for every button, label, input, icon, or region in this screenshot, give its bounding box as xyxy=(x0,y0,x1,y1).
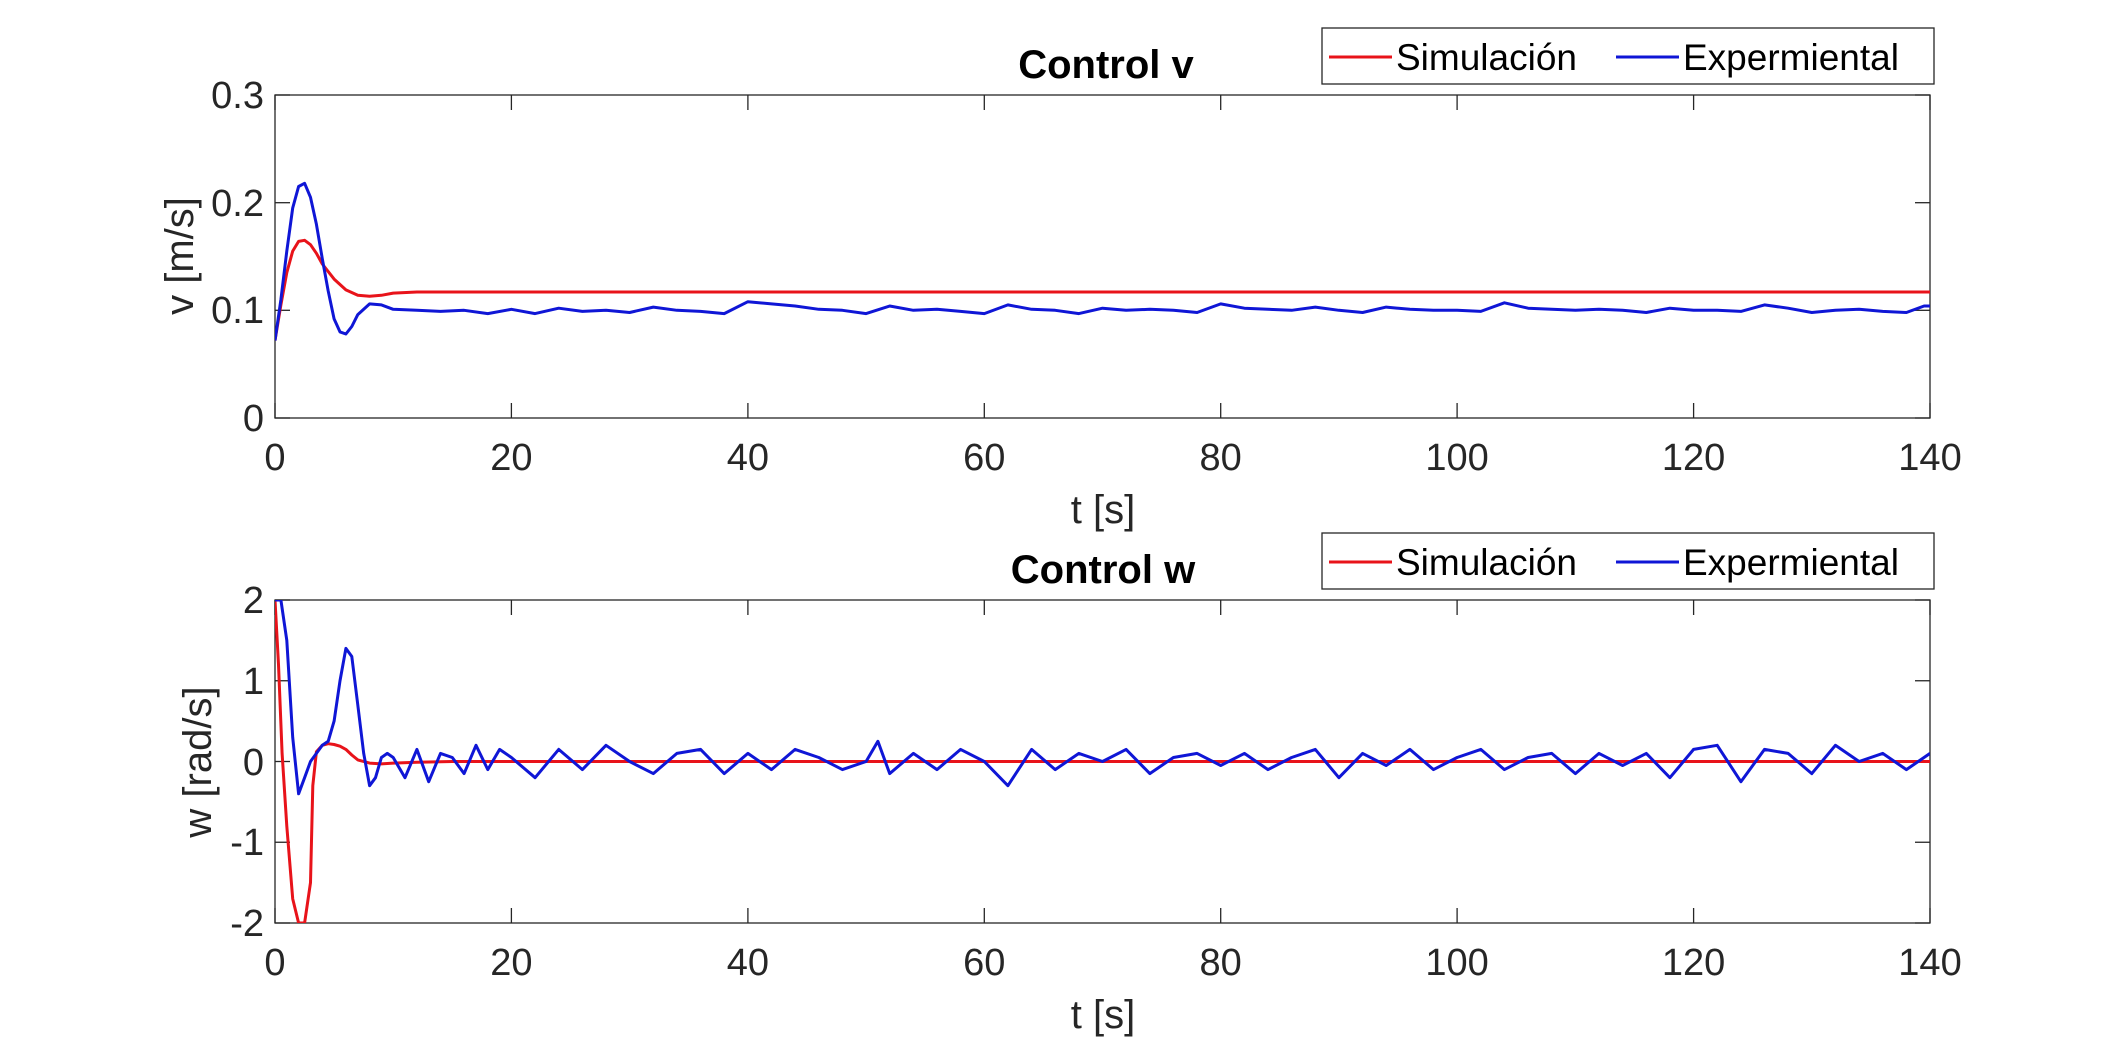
y-tick-label: 0 xyxy=(243,742,264,784)
y-tick-labels-control-v: 0 0.1 0.2 0.3 xyxy=(211,75,264,440)
y-axis-label-control-w: w [rad/s] xyxy=(176,686,220,838)
axes-box-control-v xyxy=(274,94,1931,419)
legend-label-simulacion: Simulación xyxy=(1396,542,1577,583)
x-ticks-control-v xyxy=(274,95,1931,418)
y-tick-label: 0.2 xyxy=(211,183,264,225)
series-line-expermiental xyxy=(275,600,1930,796)
y-axis-label-control-v: v [m/s] xyxy=(158,197,202,315)
title-control-v: Control v xyxy=(1018,43,1194,87)
x-tick-label: 40 xyxy=(727,437,769,479)
subplot-control-v: Control v 0 0.1 0.2 0.3 xyxy=(158,27,1962,532)
y-tick-label: 0 xyxy=(243,398,264,440)
y-tick-labels-control-w: -2 -1 0 1 2 xyxy=(230,580,264,945)
x-tick-label: 0 xyxy=(264,437,285,479)
title-control-w: Control w xyxy=(1011,548,1196,592)
plot-area-control-w xyxy=(275,600,1930,923)
y-tick-label: 0.3 xyxy=(211,75,264,117)
x-tick-label: 60 xyxy=(963,942,1005,984)
legend-label-expermiental: Expermiental xyxy=(1683,37,1899,78)
plot-area-control-v xyxy=(275,181,1930,341)
legend-label-simulacion: Simulación xyxy=(1396,37,1577,78)
x-tick-label: 80 xyxy=(1200,437,1242,479)
x-ticks-control-w xyxy=(274,600,1931,923)
x-tick-labels-control-v: 0 20 40 60 80 100 120 140 xyxy=(264,437,1961,479)
subplot-control-w: Control w -2 -1 0 1 2 xyxy=(176,532,1962,1037)
x-tick-label: 140 xyxy=(1898,942,1961,984)
y-tick-label: -1 xyxy=(230,822,264,864)
x-tick-label: 120 xyxy=(1662,942,1725,984)
y-tick-label: -2 xyxy=(230,903,264,945)
x-tick-label: 120 xyxy=(1662,437,1725,479)
legend-control-v: Simulación Expermiental xyxy=(1321,27,1935,85)
x-tick-label: 20 xyxy=(490,942,532,984)
x-tick-label: 20 xyxy=(490,437,532,479)
series-line-simulacion xyxy=(275,238,1930,341)
x-axis-label-control-w: t [s] xyxy=(1071,993,1135,1037)
y-tick-label: 2 xyxy=(243,580,264,622)
x-tick-label: 60 xyxy=(963,437,1005,479)
x-tick-label: 100 xyxy=(1425,942,1488,984)
legend-label-expermiental: Expermiental xyxy=(1683,542,1899,583)
x-tick-label: 0 xyxy=(264,942,285,984)
x-tick-label: 140 xyxy=(1898,437,1961,479)
x-tick-label: 40 xyxy=(727,942,769,984)
series-line-expermiental xyxy=(275,181,1930,341)
x-tick-label: 100 xyxy=(1425,437,1488,479)
x-axis-label-control-v: t [s] xyxy=(1071,488,1135,532)
y-tick-label: 0.1 xyxy=(211,290,264,332)
legend-box xyxy=(1321,532,1935,590)
x-tick-label: 80 xyxy=(1200,942,1242,984)
y-ticks-control-v xyxy=(275,94,1930,419)
x-tick-labels-control-w: 0 20 40 60 80 100 120 140 xyxy=(264,942,1961,984)
legend-control-w: Simulación Expermiental xyxy=(1321,532,1935,590)
y-tick-label: 1 xyxy=(243,661,264,703)
